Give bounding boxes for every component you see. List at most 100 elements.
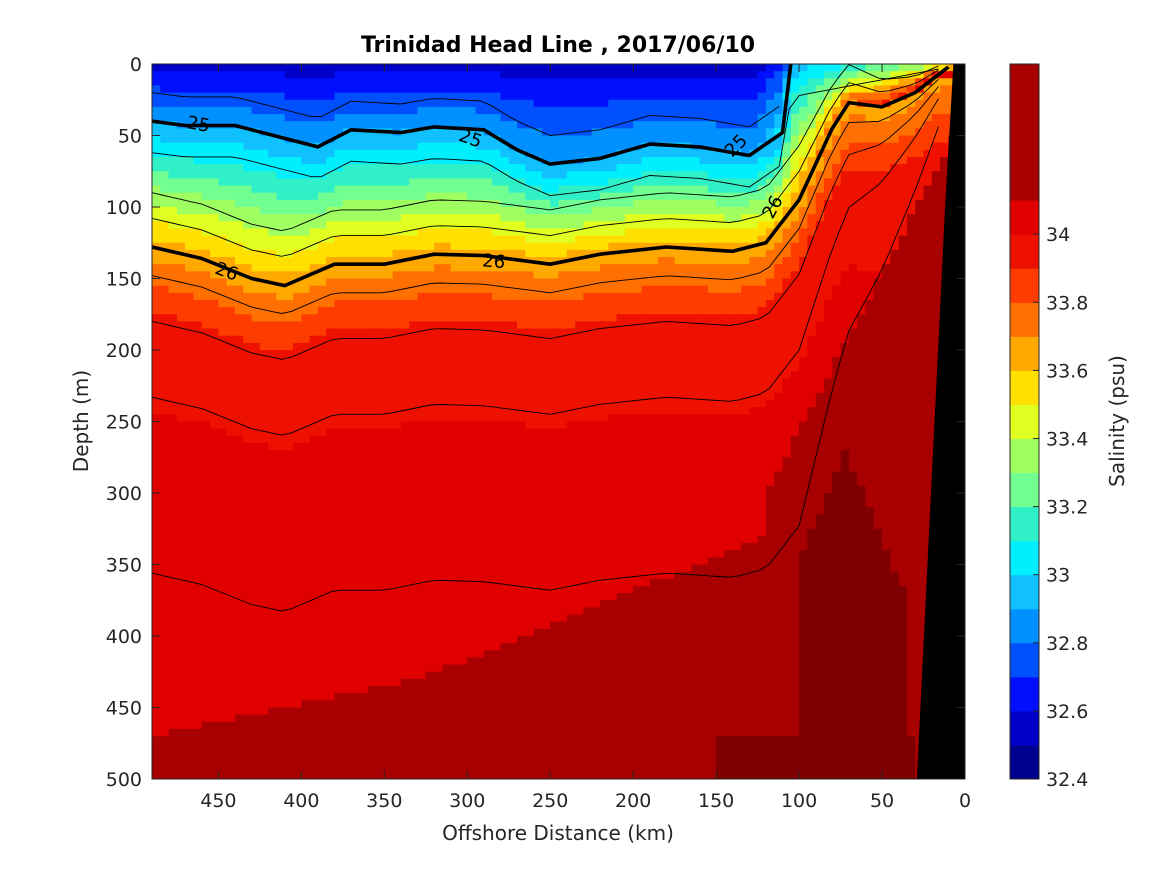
salinity-cell (251, 192, 261, 201)
salinity-cell (558, 278, 568, 287)
salinity-cell (342, 371, 352, 380)
salinity-cell (508, 385, 518, 394)
salinity-cell (152, 471, 161, 480)
salinity-cell (425, 678, 435, 687)
salinity-cell (334, 364, 344, 373)
salinity-cell (533, 328, 543, 337)
salinity-cell (517, 535, 526, 544)
salinity-cell (417, 207, 427, 215)
salinity-cell (517, 164, 526, 172)
salinity-cell (467, 185, 477, 194)
salinity-cell (201, 335, 211, 344)
salinity-cell (218, 128, 228, 137)
salinity-cell (409, 428, 419, 437)
salinity-cell (533, 335, 543, 344)
salinity-cell (508, 85, 518, 94)
salinity-cell (425, 528, 435, 537)
salinity-cell (193, 178, 203, 187)
salinity-cell (268, 64, 278, 72)
salinity-cell (259, 385, 269, 394)
salinity-cell (210, 242, 219, 251)
salinity-cell (400, 142, 410, 151)
salinity-cell (417, 657, 427, 666)
salinity-cell (276, 135, 286, 144)
salinity-cell (467, 736, 477, 744)
salinity-cell (517, 657, 526, 666)
salinity-cell (309, 571, 319, 580)
salinity-cell (284, 199, 294, 208)
salinity-cell (301, 99, 311, 108)
salinity-cell (558, 285, 568, 294)
salinity-cell (533, 71, 543, 79)
salinity-cell (251, 364, 261, 373)
salinity-cell (375, 378, 385, 387)
salinity-cell (541, 764, 551, 773)
salinity-cell (309, 507, 319, 516)
salinity-cell (284, 593, 294, 601)
salinity-cell (425, 771, 435, 779)
salinity-cell (185, 507, 195, 516)
salinity-cell (176, 736, 186, 744)
salinity-cell (251, 421, 261, 430)
salinity-cell (417, 686, 427, 694)
salinity-cell (334, 493, 344, 501)
salinity-cell (525, 571, 535, 580)
salinity-cell (517, 671, 526, 680)
salinity-cell (541, 421, 551, 430)
salinity-cell (226, 571, 236, 580)
salinity-cell (193, 607, 203, 616)
salinity-cell (533, 342, 543, 351)
salinity-cell (508, 593, 518, 601)
salinity-cell (375, 106, 385, 115)
salinity-cell (442, 564, 452, 573)
salinity-cell (375, 199, 385, 208)
salinity-cell (243, 628, 253, 637)
salinity-cell (259, 392, 269, 401)
salinity-cell (400, 757, 410, 766)
salinity-cell (550, 214, 560, 222)
salinity-cell (251, 428, 261, 437)
salinity-cell (201, 378, 211, 387)
salinity-cell (541, 678, 551, 687)
salinity-cell (234, 142, 244, 151)
salinity-cell (176, 750, 186, 759)
salinity-cell (500, 235, 510, 244)
salinity-cell (483, 464, 493, 473)
salinity-cell (317, 571, 327, 580)
salinity-cell (392, 235, 402, 244)
salinity-cell (160, 585, 170, 594)
salinity-cell (417, 142, 427, 151)
salinity-cell (334, 636, 344, 644)
salinity-cell (185, 385, 195, 394)
salinity-cell (384, 235, 394, 244)
salinity-cell (276, 643, 286, 651)
salinity-cell (417, 64, 427, 72)
salinity-cell (434, 585, 443, 594)
salinity-cell (218, 700, 228, 709)
salinity-cell (342, 464, 352, 473)
salinity-cell (326, 442, 336, 451)
salinity-cell (541, 693, 551, 701)
salinity-cell (342, 314, 352, 322)
salinity-cell (434, 757, 443, 766)
salinity-cell (351, 392, 360, 401)
salinity-cell (384, 71, 394, 79)
salinity-cell (251, 471, 261, 480)
salinity-cell (176, 514, 186, 523)
salinity-cell (176, 435, 186, 444)
salinity-cell (351, 764, 360, 773)
salinity-cell (517, 400, 526, 408)
salinity-cell (351, 185, 360, 194)
salinity-cell (558, 671, 568, 680)
salinity-cell (417, 678, 427, 687)
salinity-cell (483, 493, 493, 501)
salinity-cell (508, 242, 518, 251)
salinity-cell (334, 314, 344, 322)
salinity-cell (193, 693, 203, 701)
salinity-cell (342, 235, 352, 244)
salinity-cell (351, 478, 360, 487)
salinity-cell (458, 278, 468, 287)
salinity-cell (301, 142, 311, 151)
salinity-cell (367, 292, 377, 301)
salinity-cell (392, 171, 402, 179)
